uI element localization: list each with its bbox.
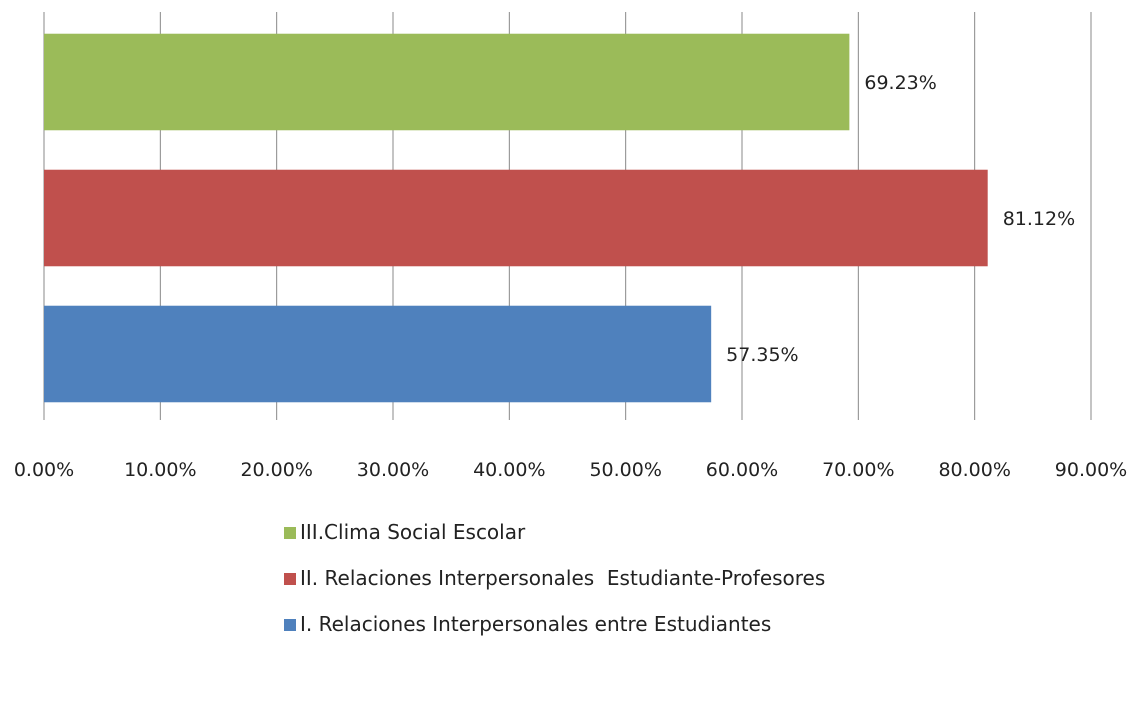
- x-tick-label: 40.00%: [473, 459, 545, 481]
- legend: III.Clima Social Escolar II. Relaciones …: [284, 521, 825, 659]
- x-tick-label: 50.00%: [589, 459, 661, 481]
- data-label: 57.35%: [726, 344, 798, 366]
- data-label: 69.23%: [864, 72, 936, 94]
- legend-label: II. Relaciones Interpersonales Estudiant…: [300, 566, 826, 590]
- legend-swatch: [284, 619, 296, 631]
- x-tick-label: 30.00%: [357, 459, 429, 481]
- bar: [44, 33, 850, 131]
- legend-item-entre-estudiantes: I. Relaciones Interpersonales entre Estu…: [284, 613, 771, 636]
- x-tick-label: 60.00%: [706, 459, 778, 481]
- x-tick-label: 90.00%: [1055, 459, 1127, 481]
- x-tick-label: 0.00%: [14, 459, 74, 481]
- x-tick-label: 20.00%: [240, 459, 312, 481]
- legend-item-estudiante-profesores: II. Relaciones Interpersonales Estudiant…: [284, 567, 825, 590]
- x-tick-label: 70.00%: [822, 459, 894, 481]
- bar: [44, 305, 712, 403]
- x-tick-label: 80.00%: [938, 459, 1010, 481]
- legend-swatch: [284, 573, 296, 585]
- x-tick-label: 10.00%: [124, 459, 196, 481]
- legend-label: III.Clima Social Escolar: [300, 520, 526, 544]
- legend-swatch: [284, 527, 296, 539]
- legend-label: I. Relaciones Interpersonales entre Estu…: [300, 612, 772, 636]
- bar-chart: 0.00% 10.00% 20.00% 30.00% 40.00% 50.00% 60.00…: [14, 12, 1127, 481]
- bar: [44, 169, 988, 267]
- legend-item-clima-social: III.Clima Social Escolar: [284, 521, 525, 544]
- data-label: 81.12%: [1003, 208, 1075, 230]
